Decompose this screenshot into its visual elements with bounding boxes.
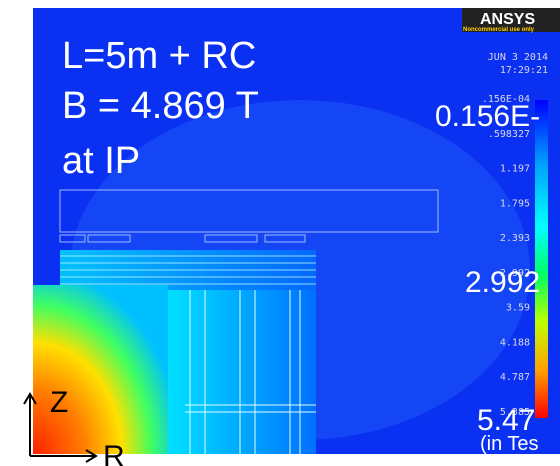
legend-label: 4.787 [500, 372, 530, 383]
date: JUN 3 2014 [488, 52, 548, 63]
annotation: L=5m + RC [62, 35, 256, 77]
logo-note: Noncommercial use only [463, 27, 535, 33]
legend-label: 1.795 [500, 198, 530, 209]
color-bar [535, 100, 548, 418]
axis-z: Z [50, 386, 68, 419]
overlay-mid: 2.992 [465, 266, 540, 299]
legend-label: 3.59 [506, 303, 530, 314]
overlay-min: 0.156E- [435, 100, 540, 133]
axis-r: R [103, 440, 125, 466]
legend-label: 4.188 [500, 337, 530, 348]
annotation: at IP [62, 140, 140, 182]
time: 17:29:21 [500, 65, 548, 76]
screenshot: ANSYS Noncommercial use only JUN 3 2014 … [0, 0, 560, 466]
logo-brand: ANSYS [480, 11, 535, 28]
legend-label: 1.197 [500, 164, 530, 175]
legend-label: 2.393 [500, 233, 530, 244]
annotation: B = 4.869 T [62, 85, 259, 127]
overlay-unit: (in Tes [480, 433, 539, 455]
hot-region [33, 285, 168, 454]
